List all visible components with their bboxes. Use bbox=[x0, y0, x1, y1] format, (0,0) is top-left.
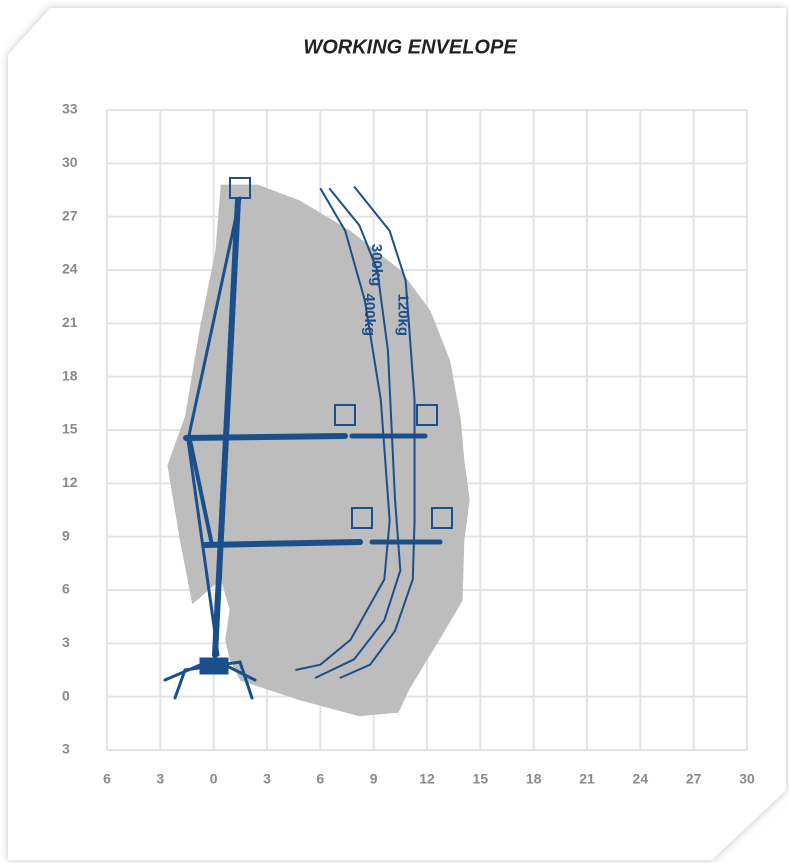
load-curve bbox=[314, 187, 402, 679]
load-curve bbox=[339, 185, 416, 679]
x-tick-label: 0 bbox=[210, 771, 218, 787]
chart-title: WORKING ENVELOPE bbox=[303, 36, 517, 58]
load-label: 300kg bbox=[368, 244, 385, 287]
y-tick-label: 3 bbox=[62, 634, 70, 650]
x-tick-label: 30 bbox=[739, 771, 755, 787]
y-tick-label: 12 bbox=[62, 474, 78, 490]
machine-drawing bbox=[163, 177, 453, 700]
x-tick-label: 27 bbox=[686, 771, 702, 787]
y-tick-label: 15 bbox=[62, 421, 78, 437]
x-tick-label: 15 bbox=[473, 771, 489, 787]
envelope-layer bbox=[167, 184, 470, 717]
y-tick-label: 3 bbox=[62, 741, 70, 757]
y-tick-label: 33 bbox=[62, 101, 78, 117]
load-curves: 400kg 300kg 120kg bbox=[295, 185, 416, 679]
load-label: 120kg bbox=[395, 294, 412, 337]
y-tick-label: 21 bbox=[62, 314, 78, 330]
y-tick-label: 27 bbox=[62, 207, 78, 223]
working-envelope bbox=[167, 184, 470, 717]
y-tick-label: 0 bbox=[62, 687, 70, 703]
x-tick-label: 3 bbox=[263, 771, 271, 787]
x-tick-label: 9 bbox=[370, 771, 378, 787]
load-label: 400kg bbox=[361, 294, 378, 337]
x-tick-label: 3 bbox=[156, 771, 164, 787]
x-tick-label: 21 bbox=[579, 771, 595, 787]
y-tick-label: 6 bbox=[62, 581, 70, 597]
y-tick-label: 24 bbox=[62, 261, 78, 277]
y-tick-label: 30 bbox=[62, 154, 78, 170]
x-tick-label: 24 bbox=[633, 771, 649, 787]
y-tick-label: 18 bbox=[62, 367, 78, 383]
x-tick-label: 18 bbox=[526, 771, 542, 787]
x-tick-label: 12 bbox=[419, 771, 435, 787]
x-tick-label: 6 bbox=[103, 771, 111, 787]
y-tick-label: 9 bbox=[62, 527, 70, 543]
x-tick-label: 6 bbox=[316, 771, 324, 787]
load-curve bbox=[295, 187, 391, 671]
